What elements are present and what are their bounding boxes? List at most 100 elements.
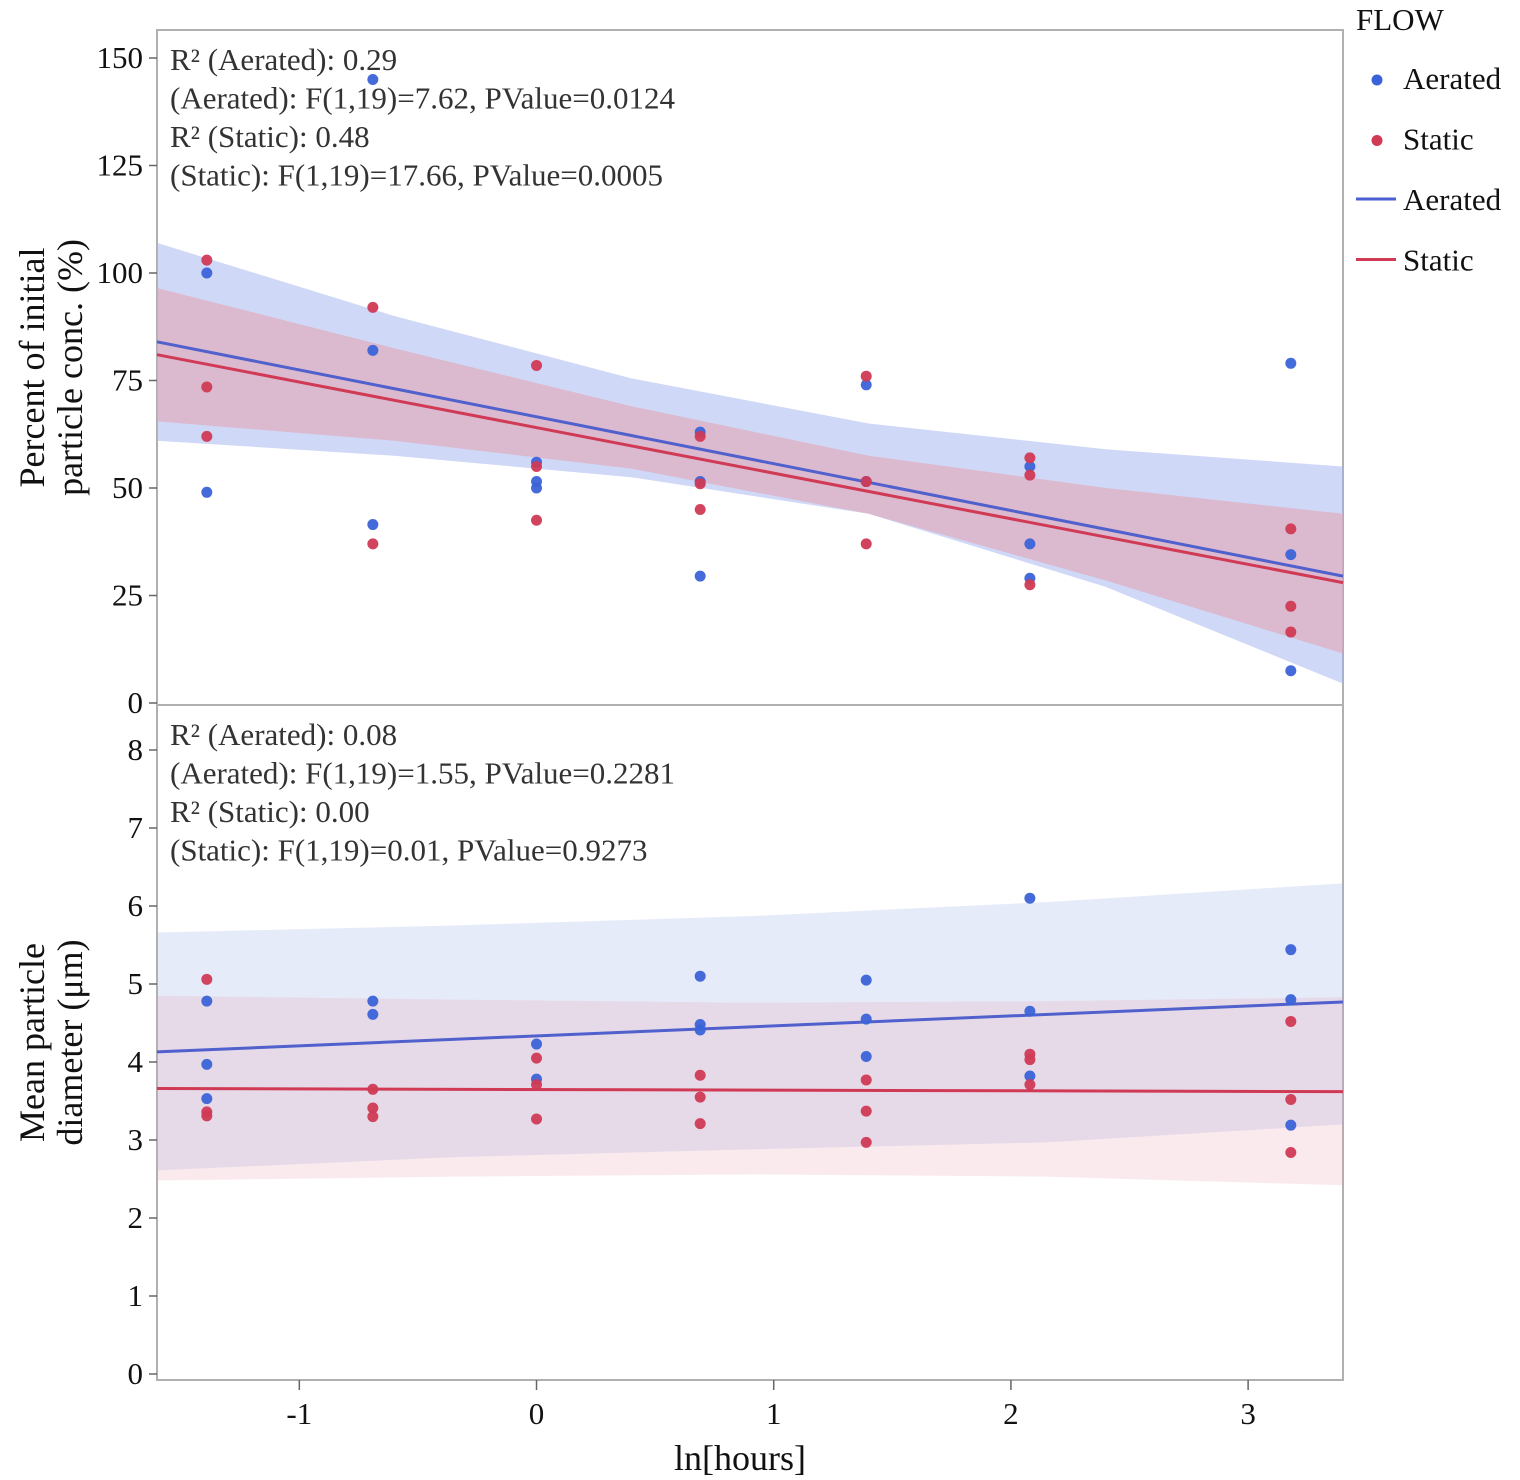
- data-point-static: [531, 359, 543, 371]
- data-point-static: [860, 476, 872, 488]
- legend-label: Aerated: [1403, 61, 1502, 96]
- data-point-aerated: [860, 1051, 872, 1063]
- data-point-aerated: [1285, 994, 1297, 1006]
- data-point-aerated: [201, 1093, 213, 1105]
- data-point-static: [201, 381, 213, 393]
- data-point-static: [1024, 1054, 1036, 1066]
- x-tick-label: 0: [529, 1396, 545, 1431]
- data-point-static: [367, 1083, 379, 1095]
- y-tick-label: 6: [128, 888, 144, 923]
- data-point-static: [1024, 452, 1036, 464]
- data-point-static: [1285, 626, 1297, 638]
- fit-line-aerated: [156, 340, 1344, 578]
- stat-annotation: R² (Aerated): 0.29: [170, 42, 397, 77]
- y-axis-title: Mean particlediameter (μm): [12, 939, 90, 1145]
- data-point-static: [694, 478, 706, 490]
- data-point-static: [531, 1052, 543, 1064]
- data-point-aerated: [201, 486, 213, 498]
- data-point-aerated: [1285, 1119, 1297, 1131]
- data-point-aerated: [367, 995, 379, 1007]
- data-point-static: [1285, 1093, 1297, 1105]
- fit-line-static: [156, 1087, 1344, 1094]
- fit-line-aerated: [156, 1000, 1344, 1054]
- y-tick-label: 150: [97, 40, 144, 75]
- y-tick-label: 2: [128, 1200, 144, 1235]
- data-point-static: [1285, 1015, 1297, 1027]
- data-point-aerated: [1024, 538, 1036, 550]
- data-point-aerated: [1285, 357, 1297, 369]
- x-tick-label: 3: [1240, 1396, 1256, 1431]
- data-point-static: [694, 1069, 706, 1081]
- data-point-static: [201, 973, 213, 985]
- data-point-aerated: [1024, 892, 1036, 904]
- x-axis: -1 0 1 2 3: [286, 1380, 1256, 1431]
- data-point-static: [1024, 1079, 1036, 1091]
- y-tick-label: 1: [128, 1278, 144, 1313]
- data-point-static: [1024, 469, 1036, 481]
- y-axis-title-line: Mean particle: [12, 943, 52, 1142]
- y-tick-label: 125: [97, 148, 144, 183]
- data-point-aerated: [860, 379, 872, 391]
- data-point-static: [860, 1105, 872, 1117]
- x-tick-label: -1: [286, 1396, 312, 1431]
- data-point-static: [1285, 1146, 1297, 1158]
- data-point-aerated: [1285, 549, 1297, 561]
- data-point-aerated: [694, 970, 706, 982]
- y-tick-label: 3: [128, 1122, 144, 1157]
- data-point-static: [367, 301, 379, 313]
- legend-marker-point: [1371, 135, 1383, 146]
- data-point-aerated: [367, 74, 379, 85]
- data-point-static: [367, 1111, 379, 1123]
- legend-label: Static: [1403, 122, 1474, 157]
- data-point-aerated: [367, 1008, 379, 1020]
- data-point-static: [367, 1102, 379, 1114]
- y-tick-label: 0: [128, 685, 144, 720]
- y-axis-title-line: Percent of initial: [12, 248, 52, 488]
- data-point-static: [694, 1091, 706, 1103]
- legend: FLOW Aerated Static Aerated Static: [1356, 2, 1502, 278]
- data-point-aerated: [694, 1024, 706, 1036]
- stat-annotation: R² (Aerated): 0.08: [170, 717, 397, 752]
- data-point-static: [860, 1074, 872, 1086]
- data-point-static: [860, 538, 872, 550]
- data-point-static: [531, 1113, 543, 1125]
- y-tick-label: 5: [128, 966, 144, 1001]
- x-axis-title: ln[hours]: [674, 1438, 806, 1478]
- data-point-aerated: [1024, 461, 1036, 472]
- y-axis-title-line: particle conc. (%): [50, 239, 90, 496]
- data-point-aerated: [1024, 1005, 1036, 1017]
- data-point-static: [860, 1136, 872, 1148]
- stat-annotation: (Static): F(1,19)=0.01, PValue=0.9273: [170, 833, 648, 868]
- data-point-static: [201, 1110, 213, 1122]
- legend-marker-point: [1371, 74, 1383, 86]
- stat-annotation: R² (Static): 0.00: [170, 794, 370, 829]
- data-point-static: [860, 370, 872, 382]
- data-point-static: [531, 461, 543, 472]
- panel-concentration: 0 25 50 75 100 125 150 Percent of initialpartic…: [12, 29, 1344, 720]
- confidence-band-static: [157, 288, 1343, 654]
- stat-annotation: (Aerated): F(1,19)=1.55, PValue=0.2281: [170, 756, 675, 791]
- y-tick-label: 4: [128, 1044, 144, 1079]
- data-point-static: [694, 504, 706, 515]
- stat-annotation: R² (Static): 0.48: [170, 119, 370, 154]
- data-point-static: [694, 430, 706, 442]
- data-point-aerated: [201, 995, 213, 1007]
- y-tick-label: 0: [128, 1356, 144, 1391]
- data-point-aerated: [1285, 665, 1297, 677]
- data-point-aerated: [1285, 944, 1297, 956]
- data-point-static: [201, 430, 213, 442]
- data-point-aerated: [201, 1058, 213, 1070]
- legend-title: FLOW: [1356, 2, 1445, 37]
- fit-line-static: [156, 353, 1344, 585]
- data-point-static: [1285, 600, 1297, 612]
- data-point-aerated: [531, 482, 543, 494]
- panel-diameter: 0 1 2 3 4 5 6 7 8 Mean particlediameter (μm) R² (A…: [12, 704, 1344, 1391]
- stat-annotation: (Static): F(1,19)=17.66, PValue=0.0005: [170, 158, 663, 193]
- y-tick-label: 75: [112, 363, 143, 398]
- y-tick-label: 8: [128, 732, 144, 767]
- y-tick-label: 50: [112, 470, 143, 505]
- y-axis-title-line: diameter (μm): [50, 939, 90, 1145]
- data-point-aerated: [1024, 1070, 1036, 1082]
- data-point-aerated: [367, 344, 379, 356]
